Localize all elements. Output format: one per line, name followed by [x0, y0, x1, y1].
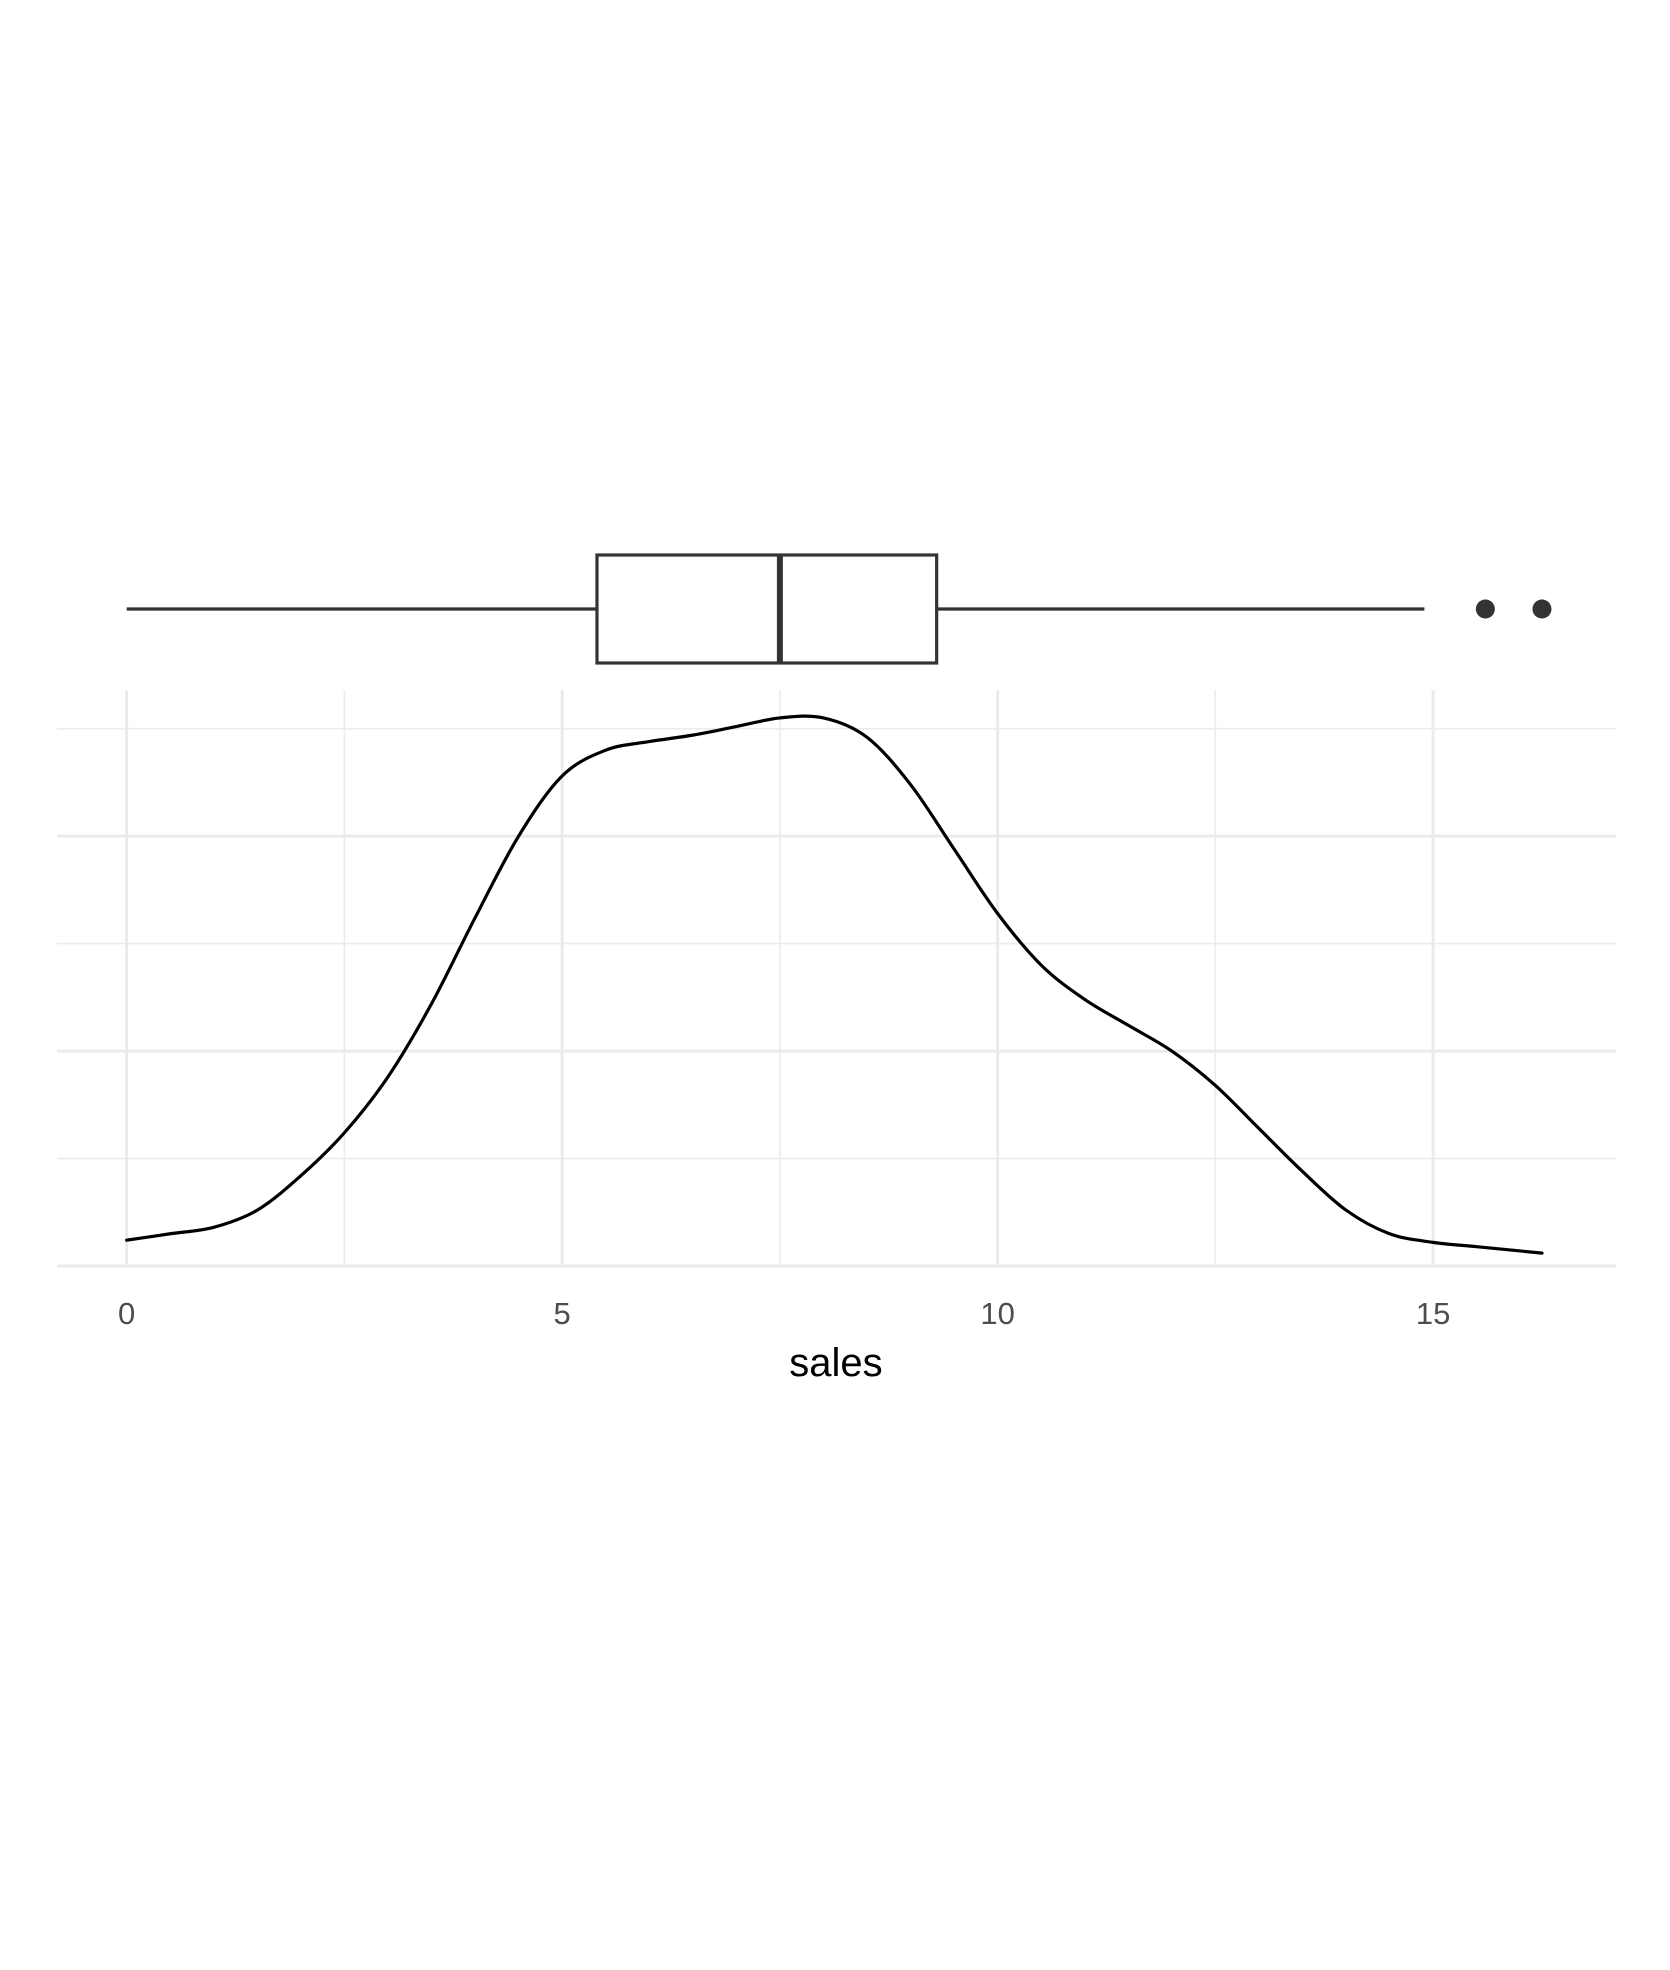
x-tick-label: 0	[118, 1296, 135, 1331]
density-line	[125, 714, 1544, 1255]
x-tick-label: 10	[980, 1296, 1014, 1331]
boxplot-box	[595, 553, 939, 665]
boxplot-outlier	[1475, 599, 1495, 619]
grid	[57, 690, 1616, 1268]
x-tick-label: 15	[1416, 1296, 1450, 1331]
x-tick-label: 5	[554, 1296, 571, 1331]
x-axis-title: sales	[789, 1341, 882, 1385]
boxplot	[126, 553, 1552, 665]
x-axis-ticks: 0 5 10 15	[118, 1296, 1450, 1331]
boxplot-outlier	[1532, 599, 1552, 619]
